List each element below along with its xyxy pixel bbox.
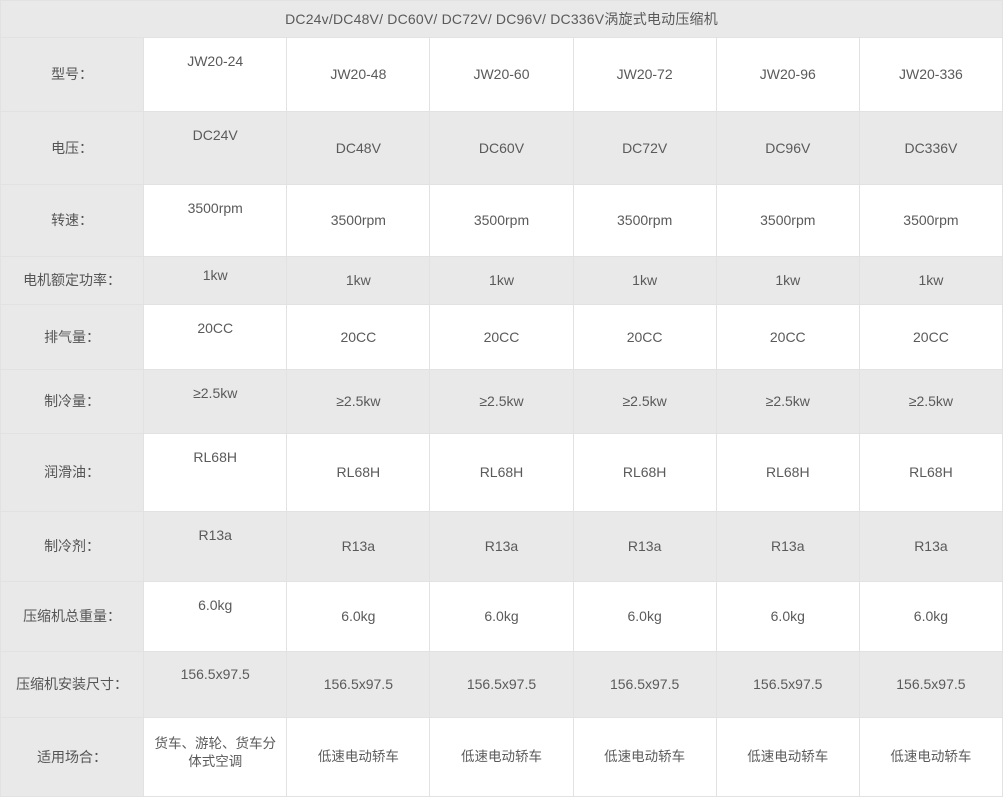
cell-size-6: 156.5x97.5 (858, 651, 1003, 718)
cell-power-3: 1kw (429, 256, 574, 305)
cell-size-3: 156.5x97.5 (429, 651, 574, 718)
table-row: 压缩机安装尺寸： 156.5x97.5 156.5x97.5 156.5x97.… (0, 651, 1003, 718)
cell-cooling-4: ≥2.5kw (572, 369, 717, 434)
cell-power-4: 1kw (572, 256, 717, 305)
cell-refrigerant-6: R13a (858, 511, 1003, 582)
cell-power-1: 1kw (143, 256, 288, 305)
cell-refrigerant-2: R13a (286, 511, 431, 582)
row-label-refrigerant: 制冷剂： (0, 511, 145, 582)
cell-lubricant-3: RL68H (429, 433, 574, 512)
cell-speed-2: 3500rpm (286, 184, 431, 257)
cell-model-jw20336: JW20-336 (858, 37, 1003, 112)
cell-power-5: 1kw (715, 256, 860, 305)
row-label-voltage: 电压： (0, 111, 145, 185)
row-label-speed: 转速： (0, 184, 145, 257)
row-label-cooling-capacity: 制冷量： (0, 369, 145, 434)
cell-application-2: 低速电动轿车 (286, 717, 431, 797)
cell-cooling-2: ≥2.5kw (286, 369, 431, 434)
row-label-model: 型号： (0, 37, 145, 112)
table-row: 型号： JW20-24 JW20-48 JW20-60 JW20-72 JW20… (0, 37, 1003, 112)
table-row: 制冷量： ≥2.5kw ≥2.5kw ≥2.5kw ≥2.5kw ≥2.5kw … (0, 369, 1003, 434)
cell-application-6: 低速电动轿车 (858, 717, 1003, 797)
cell-model-jw2048: JW20-48 (286, 37, 431, 112)
row-label-displacement: 排气量： (0, 304, 145, 370)
cell-displacement-4: 20CC (572, 304, 717, 370)
cell-displacement-3: 20CC (429, 304, 574, 370)
cell-voltage-1: DC24V (143, 111, 288, 185)
table-row: 适用场合： 货车、游轮、货车分体式空调 低速电动轿车 低速电动轿车 低速电动轿车… (0, 717, 1003, 797)
cell-weight-4: 6.0kg (572, 581, 717, 652)
cell-displacement-1: 20CC (143, 304, 288, 370)
cell-refrigerant-4: R13a (572, 511, 717, 582)
cell-size-1: 156.5x97.5 (143, 651, 288, 718)
cell-model-jw2060: JW20-60 (429, 37, 574, 112)
cell-voltage-6: DC336V (858, 111, 1003, 185)
table-row: 排气量： 20CC 20CC 20CC 20CC 20CC 20CC (0, 304, 1003, 370)
cell-size-2: 156.5x97.5 (286, 651, 431, 718)
cell-weight-6: 6.0kg (858, 581, 1003, 652)
cell-cooling-1: ≥2.5kw (143, 369, 288, 434)
cell-voltage-3: DC60V (429, 111, 574, 185)
cell-refrigerant-1: R13a (143, 511, 288, 582)
cell-power-6: 1kw (858, 256, 1003, 305)
cell-voltage-2: DC48V (286, 111, 431, 185)
cell-speed-4: 3500rpm (572, 184, 717, 257)
cell-weight-2: 6.0kg (286, 581, 431, 652)
cell-displacement-2: 20CC (286, 304, 431, 370)
cell-cooling-6: ≥2.5kw (858, 369, 1003, 434)
cell-lubricant-2: RL68H (286, 433, 431, 512)
cell-weight-1: 6.0kg (143, 581, 288, 652)
cell-lubricant-6: RL68H (858, 433, 1003, 512)
cell-speed-6: 3500rpm (858, 184, 1003, 257)
table-row: 压缩机总重量： 6.0kg 6.0kg 6.0kg 6.0kg 6.0kg 6.… (0, 581, 1003, 652)
cell-weight-3: 6.0kg (429, 581, 574, 652)
cell-voltage-5: DC96V (715, 111, 860, 185)
cell-refrigerant-3: R13a (429, 511, 574, 582)
cell-speed-1: 3500rpm (143, 184, 288, 257)
cell-speed-5: 3500rpm (715, 184, 860, 257)
cell-power-2: 1kw (286, 256, 431, 305)
table-title-row: DC24v/DC48V/ DC60V/ DC72V/ DC96V/ DC336V… (0, 0, 1003, 38)
cell-refrigerant-5: R13a (715, 511, 860, 582)
cell-weight-5: 6.0kg (715, 581, 860, 652)
row-label-total-weight: 压缩机总重量： (0, 581, 145, 652)
table-row: 润滑油： RL68H RL68H RL68H RL68H RL68H RL68H (0, 433, 1003, 512)
table-row: 电压： DC24V DC48V DC60V DC72V DC96V DC336V (0, 111, 1003, 185)
row-label-application: 适用场合： (0, 717, 145, 797)
cell-application-3: 低速电动轿车 (429, 717, 574, 797)
cell-speed-3: 3500rpm (429, 184, 574, 257)
table-title: DC24v/DC48V/ DC60V/ DC72V/ DC96V/ DC336V… (0, 0, 1003, 38)
cell-size-4: 156.5x97.5 (572, 651, 717, 718)
row-label-install-size: 压缩机安装尺寸： (0, 651, 145, 718)
cell-model-jw2024: JW20-24 (143, 37, 288, 112)
cell-displacement-6: 20CC (858, 304, 1003, 370)
cell-application-5: 低速电动轿车 (715, 717, 860, 797)
cell-application-4: 低速电动轿车 (572, 717, 717, 797)
cell-cooling-5: ≥2.5kw (715, 369, 860, 434)
row-label-rated-power: 电机额定功率： (0, 256, 145, 305)
row-label-lubricant: 润滑油： (0, 433, 145, 512)
cell-application-1: 货车、游轮、货车分体式空调 (143, 717, 288, 797)
cell-size-5: 156.5x97.5 (715, 651, 860, 718)
table-row: 制冷剂： R13a R13a R13a R13a R13a R13a (0, 511, 1003, 582)
table-row: 转速： 3500rpm 3500rpm 3500rpm 3500rpm 3500… (0, 184, 1003, 257)
cell-model-jw2072: JW20-72 (572, 37, 717, 112)
table-row: 电机额定功率： 1kw 1kw 1kw 1kw 1kw 1kw (0, 256, 1003, 305)
cell-lubricant-5: RL68H (715, 433, 860, 512)
cell-lubricant-4: RL68H (572, 433, 717, 512)
cell-voltage-4: DC72V (572, 111, 717, 185)
cell-cooling-3: ≥2.5kw (429, 369, 574, 434)
cell-lubricant-1: RL68H (143, 433, 288, 512)
cell-displacement-5: 20CC (715, 304, 860, 370)
cell-model-jw2096: JW20-96 (715, 37, 860, 112)
